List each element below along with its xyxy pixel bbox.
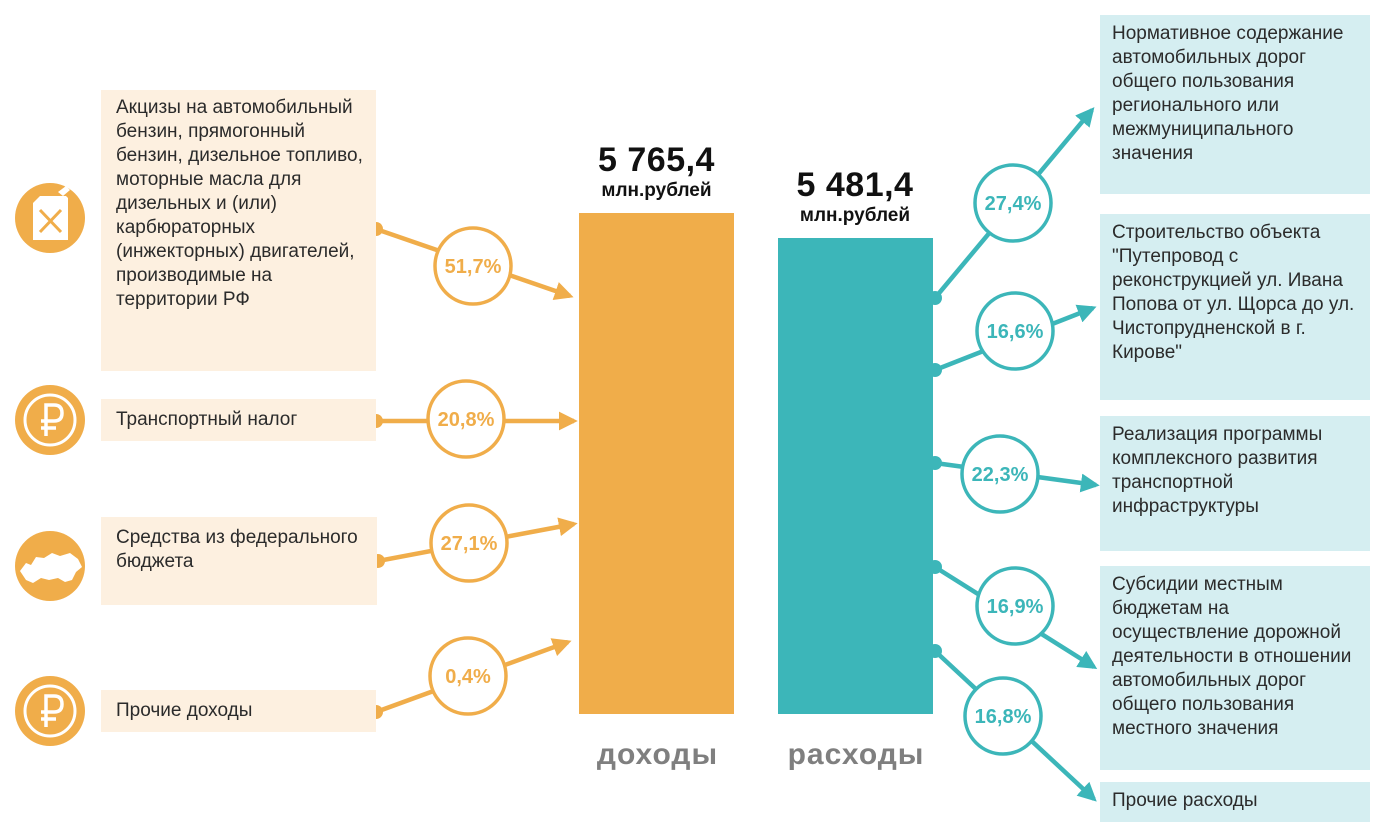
income-percent-label: 20,8%: [438, 409, 495, 431]
expense-total-value: 5 481,4: [796, 166, 914, 204]
expense-bar-label: расходы: [787, 738, 925, 771]
income-source-other: Прочие доходы: [101, 690, 376, 732]
expense-percent-badge: 16,9%: [975, 566, 1055, 646]
ruble-coin-icon: [15, 385, 85, 455]
expense-item-road-maintenance: Нормативное содержание автомобильных дор…: [1100, 15, 1370, 194]
income-total-unit: млн.рублей: [601, 180, 712, 201]
income-percent-label: 0,4%: [445, 666, 491, 688]
income-source-federal: Средства из федерального бюджета: [101, 517, 377, 605]
expense-percent-label: 16,9%: [987, 596, 1044, 618]
income-percent-label: 27,1%: [441, 533, 498, 555]
income-bar-label: доходы: [596, 738, 719, 771]
expense-total: 5 481,4 млн.рублей: [755, 166, 955, 228]
income-source-excise: Акцизы на автомобильный бензин, прямогон…: [101, 90, 376, 371]
fuel-canister-icon: [15, 183, 85, 253]
income-percent-badge: 20,8%: [426, 379, 506, 459]
expense-percent-label: 16,6%: [987, 321, 1044, 343]
income-total: 5 765,4 млн.рублей: [559, 141, 754, 203]
expense-percent-label: 16,8%: [975, 706, 1032, 728]
expense-percent-badge: 16,8%: [963, 676, 1043, 756]
ruble-coin-icon: [15, 676, 85, 746]
income-percent-badge: 0,4%: [428, 636, 508, 716]
income-percent-label: 51,7%: [445, 256, 502, 278]
expense-percent-badge: 16,6%: [975, 291, 1055, 371]
expense-percent-badge: 22,3%: [960, 434, 1040, 514]
expense-percent-label: 27,4%: [985, 193, 1042, 215]
expense-total-unit: млн.рублей: [799, 205, 911, 226]
expense-percent-badge: 27,4%: [973, 163, 1053, 243]
expense-item-overpass: Строительство объекта "Путепровод с реко…: [1100, 214, 1370, 400]
russia-map-icon: [15, 531, 85, 601]
expense-item-other: Прочие расходы: [1100, 782, 1370, 822]
expense-item-transport-program: Реализация программы комплексного развит…: [1100, 416, 1370, 551]
expense-bar: [778, 238, 933, 714]
expense-percent-label: 22,3%: [972, 464, 1029, 486]
income-percent-badge: 27,1%: [429, 503, 509, 583]
income-percent-badge: 51,7%: [433, 226, 513, 306]
income-total-value: 5 765,4: [598, 141, 715, 179]
income-bar: [579, 213, 734, 714]
income-source-transport-tax: Транспортный налог: [101, 399, 376, 441]
expense-item-local-subsidies: Субсидии местным бюджетам на осуществлен…: [1100, 566, 1370, 770]
